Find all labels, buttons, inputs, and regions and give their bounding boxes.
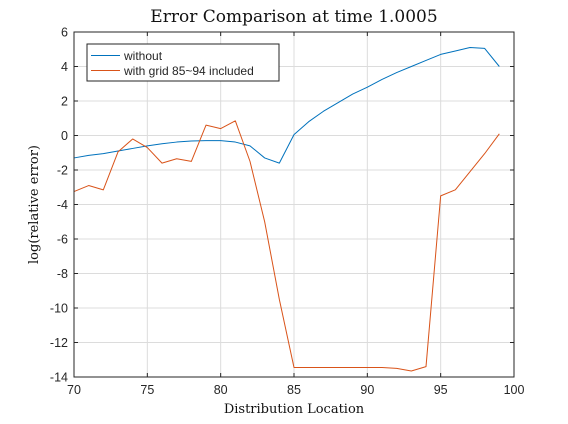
x-tick-label: 100 <box>504 383 525 397</box>
y-tick-label: 2 <box>61 95 68 109</box>
legend-label-without: without <box>123 49 163 63</box>
y-tick-label: -12 <box>50 336 68 350</box>
y-tick-label: -4 <box>57 198 68 212</box>
x-tick-label: 90 <box>360 383 374 397</box>
x-tick-label: 95 <box>434 383 448 397</box>
y-tick-label: 4 <box>61 60 68 74</box>
series-lines <box>73 47 500 372</box>
y-tick-label: -10 <box>50 302 68 316</box>
legend-box <box>86 43 280 82</box>
axis-ticks: 70 75 80 85 90 95 100 6 4 2 0 -2 -4 -6 -8 -10 -12 -14 <box>50 26 525 398</box>
x-tick-label: 85 <box>287 383 301 397</box>
y-tick-label: 6 <box>61 26 68 40</box>
y-tick-label: -6 <box>57 233 68 247</box>
x-axis-title: Distribution Location <box>224 402 365 417</box>
legend-label-with-grid: with grid 85~94 included <box>123 64 254 78</box>
x-tick-label: 75 <box>140 383 154 397</box>
y-tick-label: -2 <box>57 164 68 178</box>
y-tick-label: 0 <box>61 129 68 143</box>
series-line-1 <box>73 120 500 372</box>
y-tick-label: -14 <box>50 371 68 385</box>
y-tick-label: -8 <box>57 267 68 281</box>
chart-title: Error Comparison at time 1.0005 <box>150 7 437 27</box>
x-tick-label: 70 <box>67 383 81 397</box>
y-axis-title: log(relative error) <box>27 145 42 264</box>
x-tick-label: 80 <box>214 383 228 397</box>
legend: without with grid 85~94 included <box>86 43 280 82</box>
